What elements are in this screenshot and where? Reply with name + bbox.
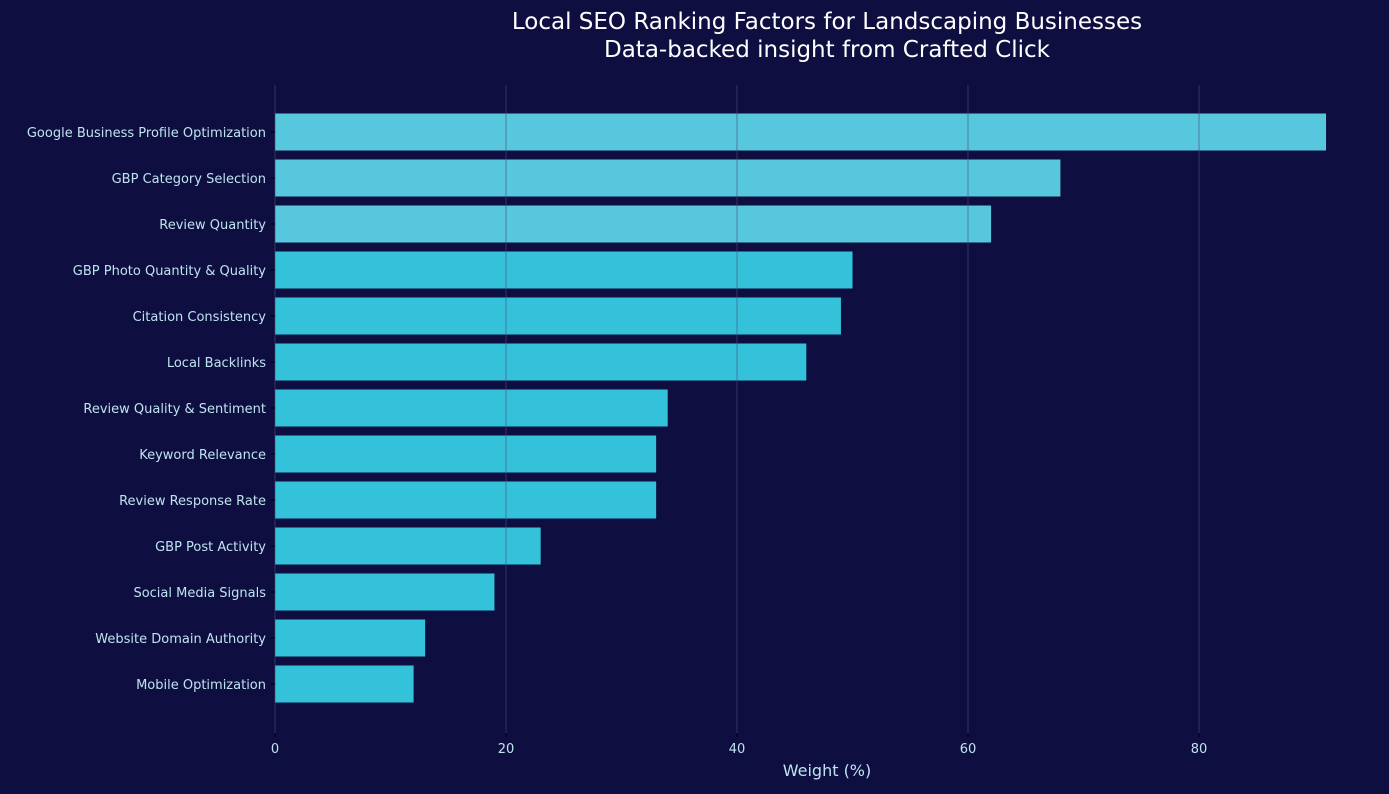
bar	[275, 159, 1061, 197]
x-tick-label: 20	[498, 742, 515, 757]
x-axis-label: Weight (%)	[783, 761, 872, 780]
y-tick-label: GBP Category Selection	[112, 172, 266, 187]
x-tick-label: 60	[960, 742, 977, 757]
y-tick-label: Mobile Optimization	[136, 678, 266, 693]
bar	[275, 251, 853, 289]
y-tick-label: Citation Consistency	[133, 310, 267, 325]
bar	[275, 297, 841, 335]
x-tick-label: 40	[729, 742, 746, 757]
y-tick-label: Review Quality & Sentiment	[83, 402, 266, 417]
y-tick-label: Website Domain Authority	[95, 632, 266, 647]
bar	[275, 113, 1327, 151]
bar	[275, 389, 668, 427]
y-tick-label: Keyword Relevance	[139, 448, 266, 463]
y-tick-label: GBP Photo Quantity & Quality	[73, 264, 267, 279]
bar	[275, 481, 657, 519]
y-tick-label: Review Quantity	[159, 218, 266, 233]
y-tick-label: Review Response Rate	[119, 494, 266, 509]
bar	[275, 573, 495, 611]
y-tick-label: Local Backlinks	[167, 356, 266, 371]
bar	[275, 527, 541, 565]
bar	[275, 665, 414, 703]
y-tick-label: Google Business Profile Optimization	[27, 126, 266, 141]
y-tick-label: GBP Post Activity	[155, 540, 266, 555]
bar	[275, 619, 426, 657]
x-tick-label: 0	[271, 742, 279, 757]
bar	[275, 205, 992, 243]
y-tick-label: Social Media Signals	[133, 586, 266, 601]
bar	[275, 435, 657, 473]
bar	[275, 343, 807, 381]
chart-subtitle: Data-backed insight from Crafted Click	[604, 37, 1051, 63]
chart-title: Local SEO Ranking Factors for Landscapin…	[512, 9, 1142, 35]
x-tick-label: 80	[1191, 742, 1208, 757]
